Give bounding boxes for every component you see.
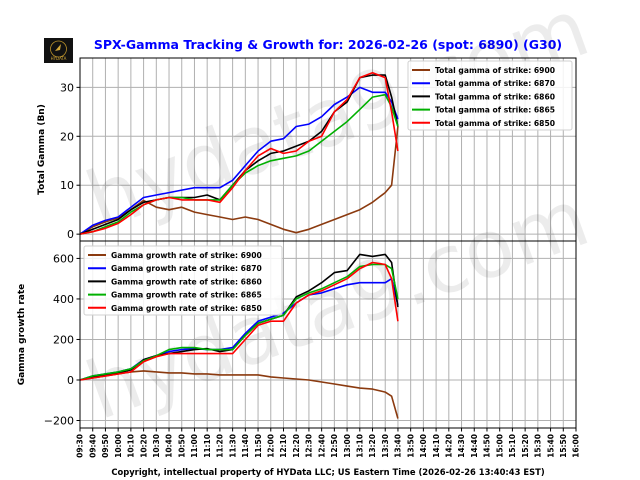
copyright-text: Copyright, intellectual property of HYDa… (111, 467, 545, 477)
x-tick-label: 09:40 (88, 434, 97, 458)
x-tick-label: 10:10 (127, 434, 136, 458)
series-line-6900 (79, 370, 399, 419)
legend-label: Gamma growth rate of strike: 6850 (111, 304, 262, 313)
x-tick-label: 11:50 (254, 434, 263, 458)
legend-label: Gamma growth rate of strike: 6870 (111, 264, 262, 273)
plot-frame (79, 240, 577, 429)
x-tick-label: 14:30 (457, 434, 466, 458)
x-tick-label: 10:20 (139, 434, 148, 458)
series-line-6870 (79, 86, 399, 235)
legend-label: Total gamma of strike: 6860 (435, 92, 555, 101)
series-line-6850 (79, 261, 399, 381)
x-tick-label: 11:20 (216, 434, 225, 458)
x-tick-label: 11:40 (241, 434, 250, 458)
x-tick-label: 15:10 (508, 434, 517, 458)
legend-box (407, 60, 573, 131)
x-tick-label: 14:40 (470, 434, 479, 458)
x-tick-label: 13:20 (368, 434, 377, 458)
legend-label: Total gamma of strike: 6865 (435, 106, 555, 115)
x-tick-label: 12:00 (266, 434, 275, 458)
x-tick-label: 12:40 (317, 434, 326, 458)
x-tick-label: 13:40 (394, 434, 403, 458)
chart-title: SPX-Gamma Tracking & Growth for: 2026-02… (93, 37, 563, 52)
x-tick-label: 09:30 (76, 434, 85, 458)
x-tick-label: 12:20 (292, 434, 301, 458)
x-tick-label: 15:40 (546, 434, 555, 458)
legend-box (83, 245, 283, 316)
svg-text:HYDATA: HYDATA (51, 56, 67, 61)
x-tick-label: 09:50 (101, 434, 110, 458)
x-tick-label: 15:30 (534, 434, 543, 458)
y-axis-label: Gamma growth rate (17, 284, 27, 386)
x-tick-label: 11:10 (203, 434, 212, 458)
legend-label: Total gamma of strike: 6900 (435, 66, 555, 75)
x-tick-label: 14:20 (445, 434, 454, 458)
legend-label: Gamma growth rate of strike: 6860 (111, 277, 262, 286)
x-tick-label: 12:50 (330, 434, 339, 458)
logo-emblem-icon: HYDATA (50, 40, 67, 61)
legend: Total gamma of strike: 6900 Total gamma o… (407, 60, 573, 131)
series-line-6865 (79, 263, 399, 381)
x-tick-label: 12:10 (279, 434, 288, 458)
series-line-6865 (79, 93, 399, 235)
x-tick-label: 13:50 (406, 434, 415, 458)
y-tick-label: 200 (53, 333, 74, 346)
x-tick-label: 11:30 (228, 434, 237, 458)
x-tick-label: 10:40 (165, 434, 174, 458)
legend-label: Total gamma of strike: 6870 (435, 79, 555, 88)
x-tick-label: 15:50 (559, 434, 568, 458)
legend: Gamma growth rate of strike: 6900 Gamma g… (83, 245, 283, 316)
x-tick-label: 15:00 (495, 434, 504, 458)
y-axis-label: Total Gamma (Bn) (37, 104, 47, 195)
x-tick-label: 14:50 (483, 434, 492, 458)
x-tick-label: 16:00 (572, 434, 581, 458)
x-tick-label: 13:30 (381, 434, 390, 458)
x-tick-label: 13:00 (343, 434, 352, 458)
legend-label: Gamma growth rate of strike: 6900 (111, 251, 262, 260)
x-tick-label: 13:10 (355, 434, 364, 458)
y-tick-label: 600 (53, 252, 74, 265)
hydata-logo: HYDATA (44, 38, 73, 63)
y-tick-label: 20 (60, 130, 74, 143)
x-tick-label: 11:00 (190, 434, 199, 458)
y-tick-label: −200 (44, 415, 74, 428)
series-line-6850 (79, 71, 399, 235)
y-tick-label: 0 (67, 228, 74, 241)
y-tick-label: 0 (67, 374, 74, 387)
legend-label: Gamma growth rate of strike: 6865 (111, 291, 262, 300)
y-tick-label: 10 (60, 179, 74, 192)
x-tick-label: 15:20 (521, 434, 530, 458)
x-tick-label: 14:00 (419, 434, 428, 458)
legend-label: Total gamma of strike: 6850 (435, 119, 555, 128)
y-tick-label: 30 (60, 81, 74, 94)
x-tick-label: 12:30 (305, 434, 314, 458)
x-tick-label: 10:00 (114, 434, 123, 458)
x-tick-label: 10:30 (152, 434, 161, 458)
x-tick-label: 10:50 (177, 434, 186, 458)
y-tick-label: 400 (53, 293, 74, 306)
x-tick-label: 14:10 (432, 434, 441, 458)
